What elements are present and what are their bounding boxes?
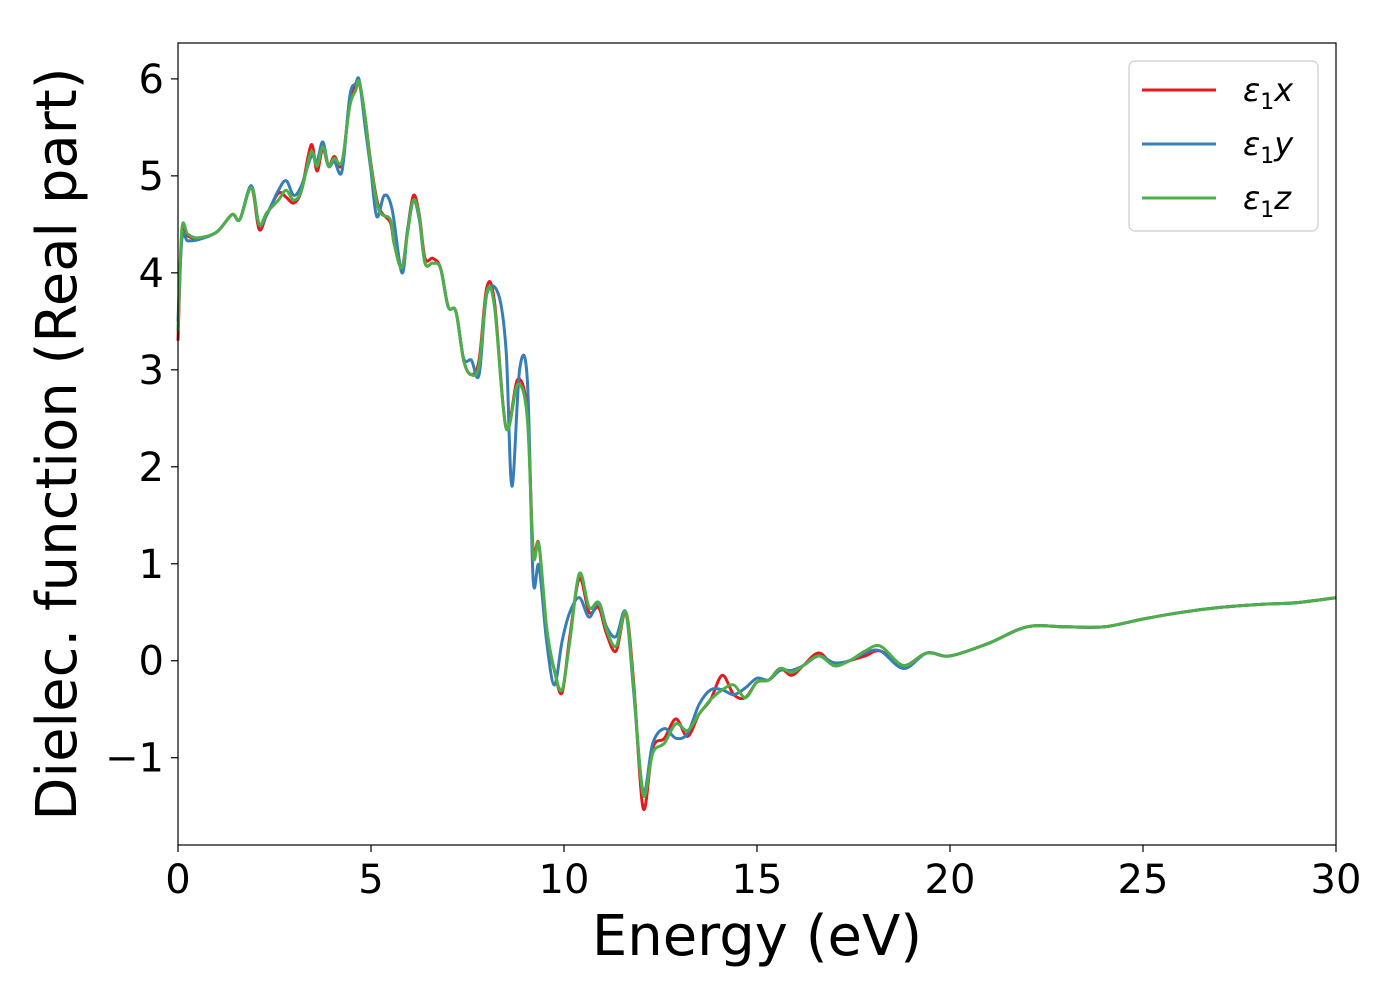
y-tick-label: 4: [139, 251, 164, 297]
y-tick-label: 0: [139, 639, 164, 685]
y-axis-title: Dielec. function (Real part): [25, 67, 90, 820]
y-tick-label: 1: [139, 542, 164, 588]
y-tick-label: 3: [139, 348, 164, 394]
x-tick-label: 0: [165, 857, 190, 903]
x-axis-title: Energy (eV): [592, 904, 922, 969]
y-tick-label: −1: [105, 736, 164, 782]
y-axis-ticks: −1 0 1 2 3 4 5 6: [105, 57, 178, 782]
x-tick-label: 20: [925, 857, 976, 903]
x-axis-ticks: 0 5 10 15 20 25 30: [165, 845, 1361, 903]
y-tick-label: 2: [139, 445, 164, 491]
x-tick-label: 10: [539, 857, 590, 903]
x-tick-label: 5: [358, 857, 383, 903]
x-tick-label: 30: [1311, 857, 1362, 903]
y-tick-label: 6: [139, 57, 164, 103]
y-tick-label: 5: [139, 154, 164, 200]
x-tick-label: 25: [1118, 857, 1169, 903]
x-tick-label: 15: [732, 857, 783, 903]
